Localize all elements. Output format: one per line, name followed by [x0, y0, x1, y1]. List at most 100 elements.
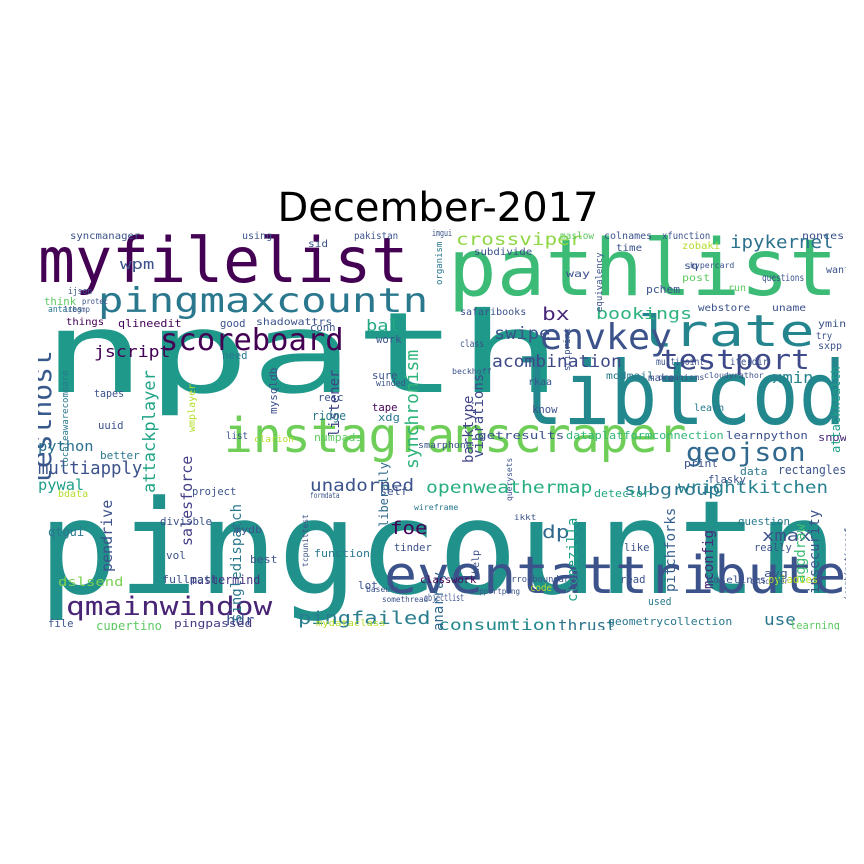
word-make: make — [648, 373, 675, 384]
word-acombination: acombination — [492, 352, 622, 372]
chart-title: December-2017 — [277, 185, 599, 231]
word-classwork: classwork — [420, 575, 477, 586]
word-pyladies: pyladies — [768, 573, 818, 586]
word-flasky: flasky — [708, 473, 746, 486]
word-jscript: jscript — [94, 342, 171, 361]
word-objectlist: objectlist — [424, 593, 465, 604]
word-qtgui: qtgui — [48, 525, 85, 539]
word-bookings: bookings — [596, 304, 693, 323]
word-learnpython: learnpython — [726, 429, 808, 442]
word-eventattribute: eventattribute — [384, 546, 846, 606]
word-qlineedit: qlineedit — [118, 317, 182, 330]
word-clonezilla: clonezilla — [565, 517, 581, 602]
word-qmainwindow: qmainwindow — [66, 592, 273, 622]
word-consumtion: consumtion — [438, 616, 557, 631]
word-geometrycollection: geometrycollection — [608, 615, 733, 628]
word-multiapply: multiapply — [38, 458, 143, 479]
word-conn: conn — [310, 321, 336, 334]
word-pingpassed: pingpassed — [174, 617, 253, 630]
word-synchronism: synchronism — [402, 349, 423, 469]
word-ikkt: ikkt — [514, 513, 537, 522]
word-formdata: formdata — [310, 491, 340, 500]
word-attackplayer: attackplayer — [140, 370, 160, 493]
word-envkey: envkey — [540, 317, 673, 358]
word-cloud: pingcountn npath libtcod pathlist myfilelist… — [38, 228, 846, 631]
word-bx: bx — [542, 304, 570, 325]
word-wrightkitchen: wrightkitchen — [678, 478, 829, 498]
word-want: want — [826, 265, 846, 276]
word-better: better — [100, 449, 140, 462]
word-sure: sure — [372, 369, 398, 382]
word-testport: testport — [660, 343, 810, 376]
word-good: good — [220, 317, 246, 330]
word-ijson: ijson — [68, 287, 93, 297]
word-function: function — [314, 547, 370, 560]
word-fullpath: fullpath — [162, 573, 218, 586]
word-getresults: getresults — [478, 429, 565, 442]
word-post: post — [682, 273, 711, 284]
word-best: best — [250, 553, 278, 566]
word-subdivide: subdivide — [474, 247, 533, 258]
word-xmin: xmin — [772, 368, 814, 387]
word-run: run — [728, 283, 747, 294]
word-libgmp: libgmp — [64, 305, 90, 314]
word-cupertino: cupertino — [96, 619, 163, 630]
word-colnames: colnames — [604, 231, 653, 242]
word-use: use — [764, 610, 796, 629]
word-pywal: pywal — [38, 476, 85, 494]
word-iterdir: iterdir — [730, 357, 769, 368]
word-uname: uname — [772, 303, 807, 314]
word-imgui: imgui — [432, 229, 453, 239]
word-way: way — [566, 269, 591, 280]
word-crossviper: crossviper — [456, 230, 583, 250]
word-subgroup: subgroup — [624, 480, 721, 499]
word-questions: questions — [762, 273, 805, 284]
word-ymin: ymin — [818, 319, 846, 330]
word-data: data — [740, 465, 768, 478]
word-thrust: thrust — [558, 616, 616, 631]
word-antares: antares — [48, 305, 82, 315]
word-help: help — [471, 549, 482, 574]
word-wmplayer: wmplayer — [187, 383, 198, 432]
word-sciprint: sciprint — [563, 327, 573, 371]
word-equivalency: equivalency — [595, 252, 605, 312]
word-sid: sid — [308, 239, 329, 250]
word-wpm: wpm — [120, 257, 155, 273]
word-learn: learn — [694, 403, 725, 414]
word-using: using — [242, 231, 273, 242]
word-safaribooks: safaribooks — [460, 307, 527, 318]
word-xmax: xmax — [762, 526, 812, 545]
word-class: class — [460, 339, 485, 350]
word-shadowattrs: shadowattrs — [256, 317, 333, 328]
word-code: code — [530, 583, 553, 594]
word-know: know — [532, 403, 558, 416]
word-protec: protec — [82, 297, 108, 306]
word-lrate: lrate — [638, 306, 815, 357]
word-ridge: ridge — [312, 409, 347, 423]
word-lot: lot — [358, 579, 378, 592]
word-syncmanager: syncmanager — [70, 231, 141, 242]
word-pathlist: pathlist — [448, 228, 838, 314]
word-avg: avg — [764, 567, 788, 580]
word-try: try — [816, 331, 833, 342]
word-dp: dp — [542, 522, 570, 543]
word-xdg: xdg — [378, 411, 400, 424]
word-rectangles: rectangles — [778, 463, 846, 477]
word-tinder: tinder — [394, 541, 432, 554]
word-somethread: somethread — [382, 595, 429, 604]
word-time: time — [616, 243, 643, 254]
word-modmail: modmail — [606, 371, 655, 382]
word-learning: learning — [790, 619, 840, 630]
word-really: really — [754, 541, 792, 554]
word-divisble: divisble — [160, 515, 212, 528]
word-print: print — [684, 457, 719, 470]
word-callcenter: callcenter — [750, 577, 789, 586]
word-hdr: hdr — [226, 613, 255, 629]
word-tcpunittest: tcpunittest — [301, 514, 310, 567]
word-pingmaxcountn: pingmaxcountn — [98, 281, 429, 321]
word-pakistan: pakistan — [354, 231, 399, 242]
word-rkaa: rkaa — [528, 377, 553, 388]
word-baseuri: baseuri — [366, 585, 400, 594]
word-attackhealth: attackhealth — [829, 366, 843, 453]
word-scoreboard: scoreboard — [160, 323, 344, 358]
